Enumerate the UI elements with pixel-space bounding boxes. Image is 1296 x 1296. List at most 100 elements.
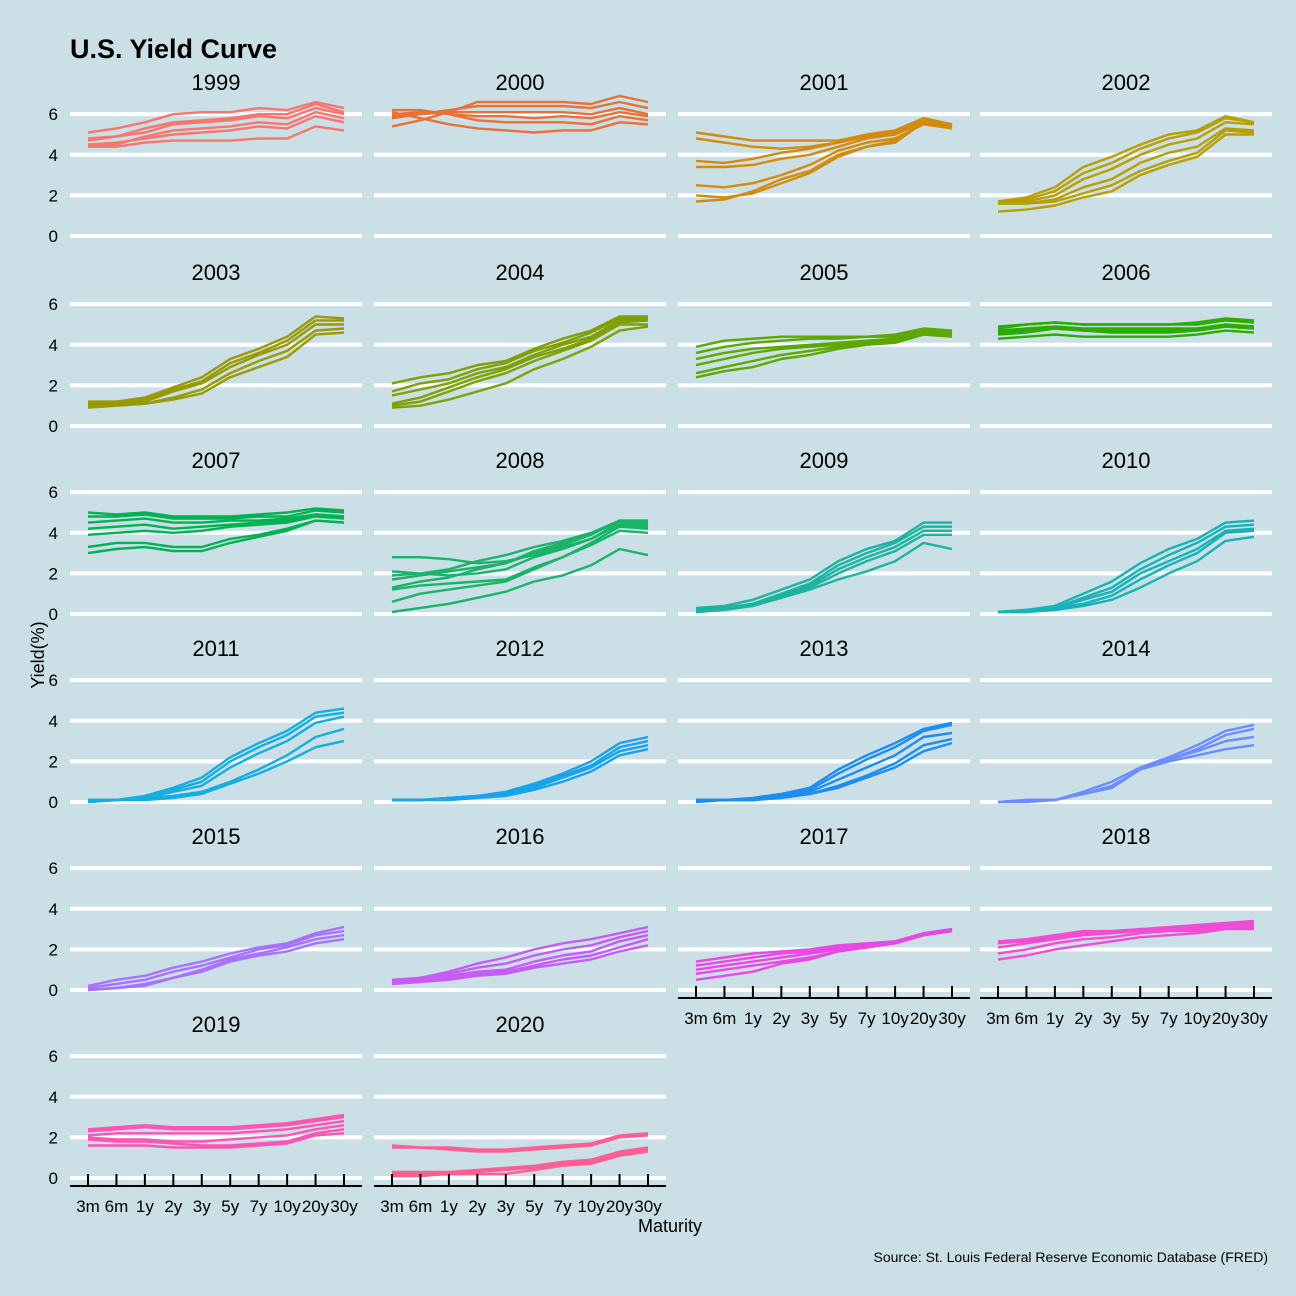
x-tick-label: 7y [858,1009,876,1028]
y-tick-label: 2 [49,940,58,959]
yield-curve-line [695,331,953,375]
yield-curve-line [392,1150,649,1178]
yield-curve-line [87,1128,345,1147]
yield-curve-line [391,929,649,984]
facet-2010: 2010 [980,448,1272,616]
strip-label: 2011 [192,636,239,661]
yield-curve-line [391,111,649,134]
yield-curve-line [87,925,345,988]
y-tick-label: 2 [49,564,58,583]
facet-2011: 2011 0 2 4 6 [49,636,362,812]
yield-curve-line [997,133,1254,213]
x-tick-label: 5y [1131,1009,1149,1028]
y-axis-label: Yield(%) [28,621,48,688]
x-tick-label: 2y [164,1197,182,1216]
x-tick-label: 30y [330,1197,358,1216]
yield-curve-line [88,111,345,146]
yield-curve-line [391,325,649,409]
x-axis-label: Maturity [638,1216,702,1236]
yield-curve-line [696,741,953,802]
x-tick-label: 30y [1240,1009,1268,1028]
strip-label: 2007 [192,448,241,473]
yield-curve-line [87,739,345,804]
yield-curve-line [391,547,649,614]
facet-2007: 2007 0 2 4 6 [49,448,362,624]
strip-label: 2015 [192,824,241,849]
yield-curve-line [997,723,1255,804]
strip-label: 1999 [192,70,241,95]
y-tick-label: 4 [49,146,58,165]
source-caption: Source: St. Louis Federal Reserve Econom… [874,1249,1269,1265]
yield-curve-line [696,121,953,169]
yield-curve-line [87,513,345,530]
strip-label: 2002 [1102,70,1151,95]
strip-label: 2014 [1102,636,1151,661]
yield-curve-line [391,934,649,984]
facet-2018: 2018 3m 6m 1y 2y 3y 5y 7y 10y 20y 30y [980,824,1272,1028]
yield-curve-line [695,929,953,981]
strip-label: 2012 [496,636,545,661]
yield-curve-line [695,521,952,610]
yield-curve-line [87,1115,345,1133]
strip-label: 2004 [496,260,545,285]
yield-curve-line [997,115,1255,203]
x-tick-label: 6m [713,1009,737,1028]
x-tick-label: 3m [76,1197,100,1216]
yield-curve-line [392,748,649,802]
x-tick-label: 3m [986,1009,1010,1028]
y-tick-label: 6 [49,671,58,690]
facet-2013: 2013 [678,636,970,804]
y-tick-label: 6 [49,1047,58,1066]
yield-curve-line [391,323,648,407]
facet-2003: 2003 0 2 4 6 [49,260,362,436]
chart-title: U.S. Yield Curve [70,34,277,64]
yield-curve-line [87,323,344,407]
yield-curve-line [88,509,345,520]
y-tick-label: 0 [49,227,58,246]
yield-curve-line [391,94,649,128]
strip-label: 2008 [496,448,545,473]
facet-2008: 2008 [374,448,666,616]
strip-label: 2013 [800,636,849,661]
yield-curve-line [87,100,345,134]
x-tick-label: 1y [744,1009,762,1028]
strip-label: 2017 [800,824,849,849]
x-tick-label: 6m [1015,1009,1039,1028]
yield-curve-line [695,333,953,379]
yield-curve-line [391,944,649,986]
yield-curve-line [391,319,649,405]
yield-curve-line [87,1124,345,1143]
x-tick-label: 1y [440,1197,458,1216]
yield-curve-line [998,121,1255,203]
strip-label: 2020 [496,1012,545,1037]
yield-curve-line [87,515,345,536]
facet-2009: 2009 [678,448,970,616]
yield-curve-line [997,735,1255,804]
yield-curve-line [695,927,953,967]
yield-curve-line [87,106,345,142]
x-tick-label: 3y [801,1009,819,1028]
y-tick-label: 4 [49,1088,58,1107]
facet-2004: 2004 [374,260,666,428]
yield-curve-line [695,117,953,142]
x-tick-label: 6m [105,1197,129,1216]
y-tick-label: 4 [49,900,58,919]
yield-curve-line [997,927,1254,961]
x-tick-label: 3m [684,1009,708,1028]
facet-2017: 2017 3m 6m 1y 2y 3y 5y 7y 10y 20y 30y [678,824,970,1028]
yield-curve-line [998,535,1255,614]
yield-curve-line [998,129,1255,205]
yield-curve-line [87,727,345,804]
yield-curve-line [87,929,345,990]
facet-2015: 2015 0 2 4 6 [49,824,362,1000]
x-tick-label: 7y [250,1197,268,1216]
x-tick-label: 6m [409,1197,433,1216]
strip-label: 2016 [496,824,545,849]
x-tick-label: 7y [554,1197,572,1216]
yield-curve-line [695,541,953,614]
y-tick-label: 4 [49,524,58,543]
x-tick-label: 30y [938,1009,966,1028]
x-tick-label: 10y [577,1197,605,1216]
facet-2005: 2005 [678,260,970,428]
strip-label: 2005 [800,260,849,285]
